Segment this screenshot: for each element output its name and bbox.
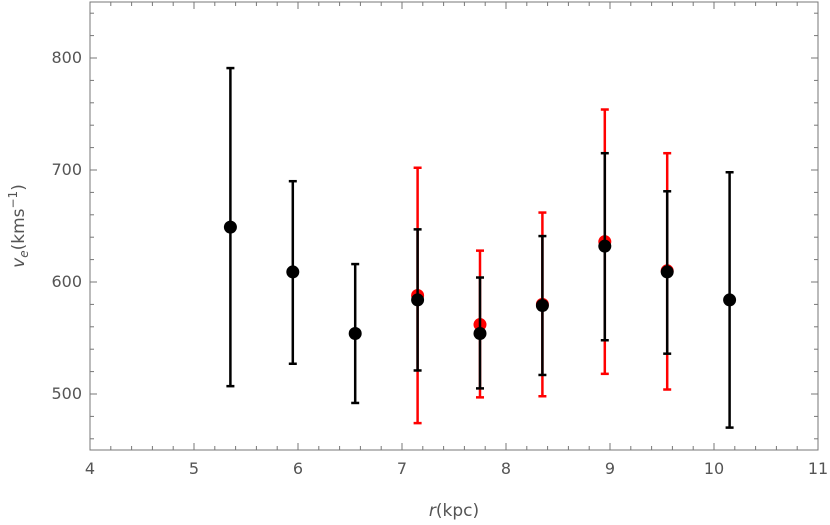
x-tick-label: 8 — [501, 459, 511, 478]
data-point — [411, 293, 425, 307]
y-tick-labels: 500 600 700 800 — [51, 48, 82, 403]
y-tick-label: 500 — [51, 384, 82, 403]
x-tick-label: 4 — [85, 459, 95, 478]
x-tick-label: 10 — [704, 459, 724, 478]
x-tick-label: 5 — [189, 459, 199, 478]
data-point — [723, 293, 737, 307]
y-axis-label: ve(kms−1) — [6, 184, 31, 268]
plot-frame — [89, 1, 819, 451]
data-point — [286, 265, 300, 279]
data-point — [223, 220, 237, 234]
y-tick-label: 700 — [51, 160, 82, 179]
x-tick-label: 6 — [293, 459, 303, 478]
x-tick-label: 7 — [397, 459, 407, 478]
data-point — [660, 265, 674, 279]
y-axis-label-sup: −1 — [6, 191, 20, 209]
y-tick-label: 600 — [51, 272, 82, 291]
series-layer — [223, 66, 737, 429]
y-tick-label: 800 — [51, 48, 82, 67]
data-point — [598, 239, 612, 253]
x-tick-labels: 4 5 6 7 8 9 10 11 — [85, 459, 828, 478]
x-tick-label: 9 — [605, 459, 615, 478]
data-point — [535, 299, 549, 313]
x-axis-label: r(kpc) — [429, 501, 479, 521]
data-point — [348, 327, 362, 341]
x-axis-label-unit: (kpc) — [436, 501, 479, 521]
series — [223, 66, 737, 429]
y-axis-label-var: v — [9, 257, 29, 268]
y-axis-label-sub: e — [17, 250, 31, 257]
y-axis-label-unit: (kms — [9, 208, 29, 250]
y-axis-label-close: ) — [9, 184, 29, 191]
x-tick-label: 11 — [808, 459, 828, 478]
axis-ticks — [89, 2, 819, 450]
x-axis-label-var: r — [429, 501, 437, 521]
data-point — [473, 327, 487, 341]
